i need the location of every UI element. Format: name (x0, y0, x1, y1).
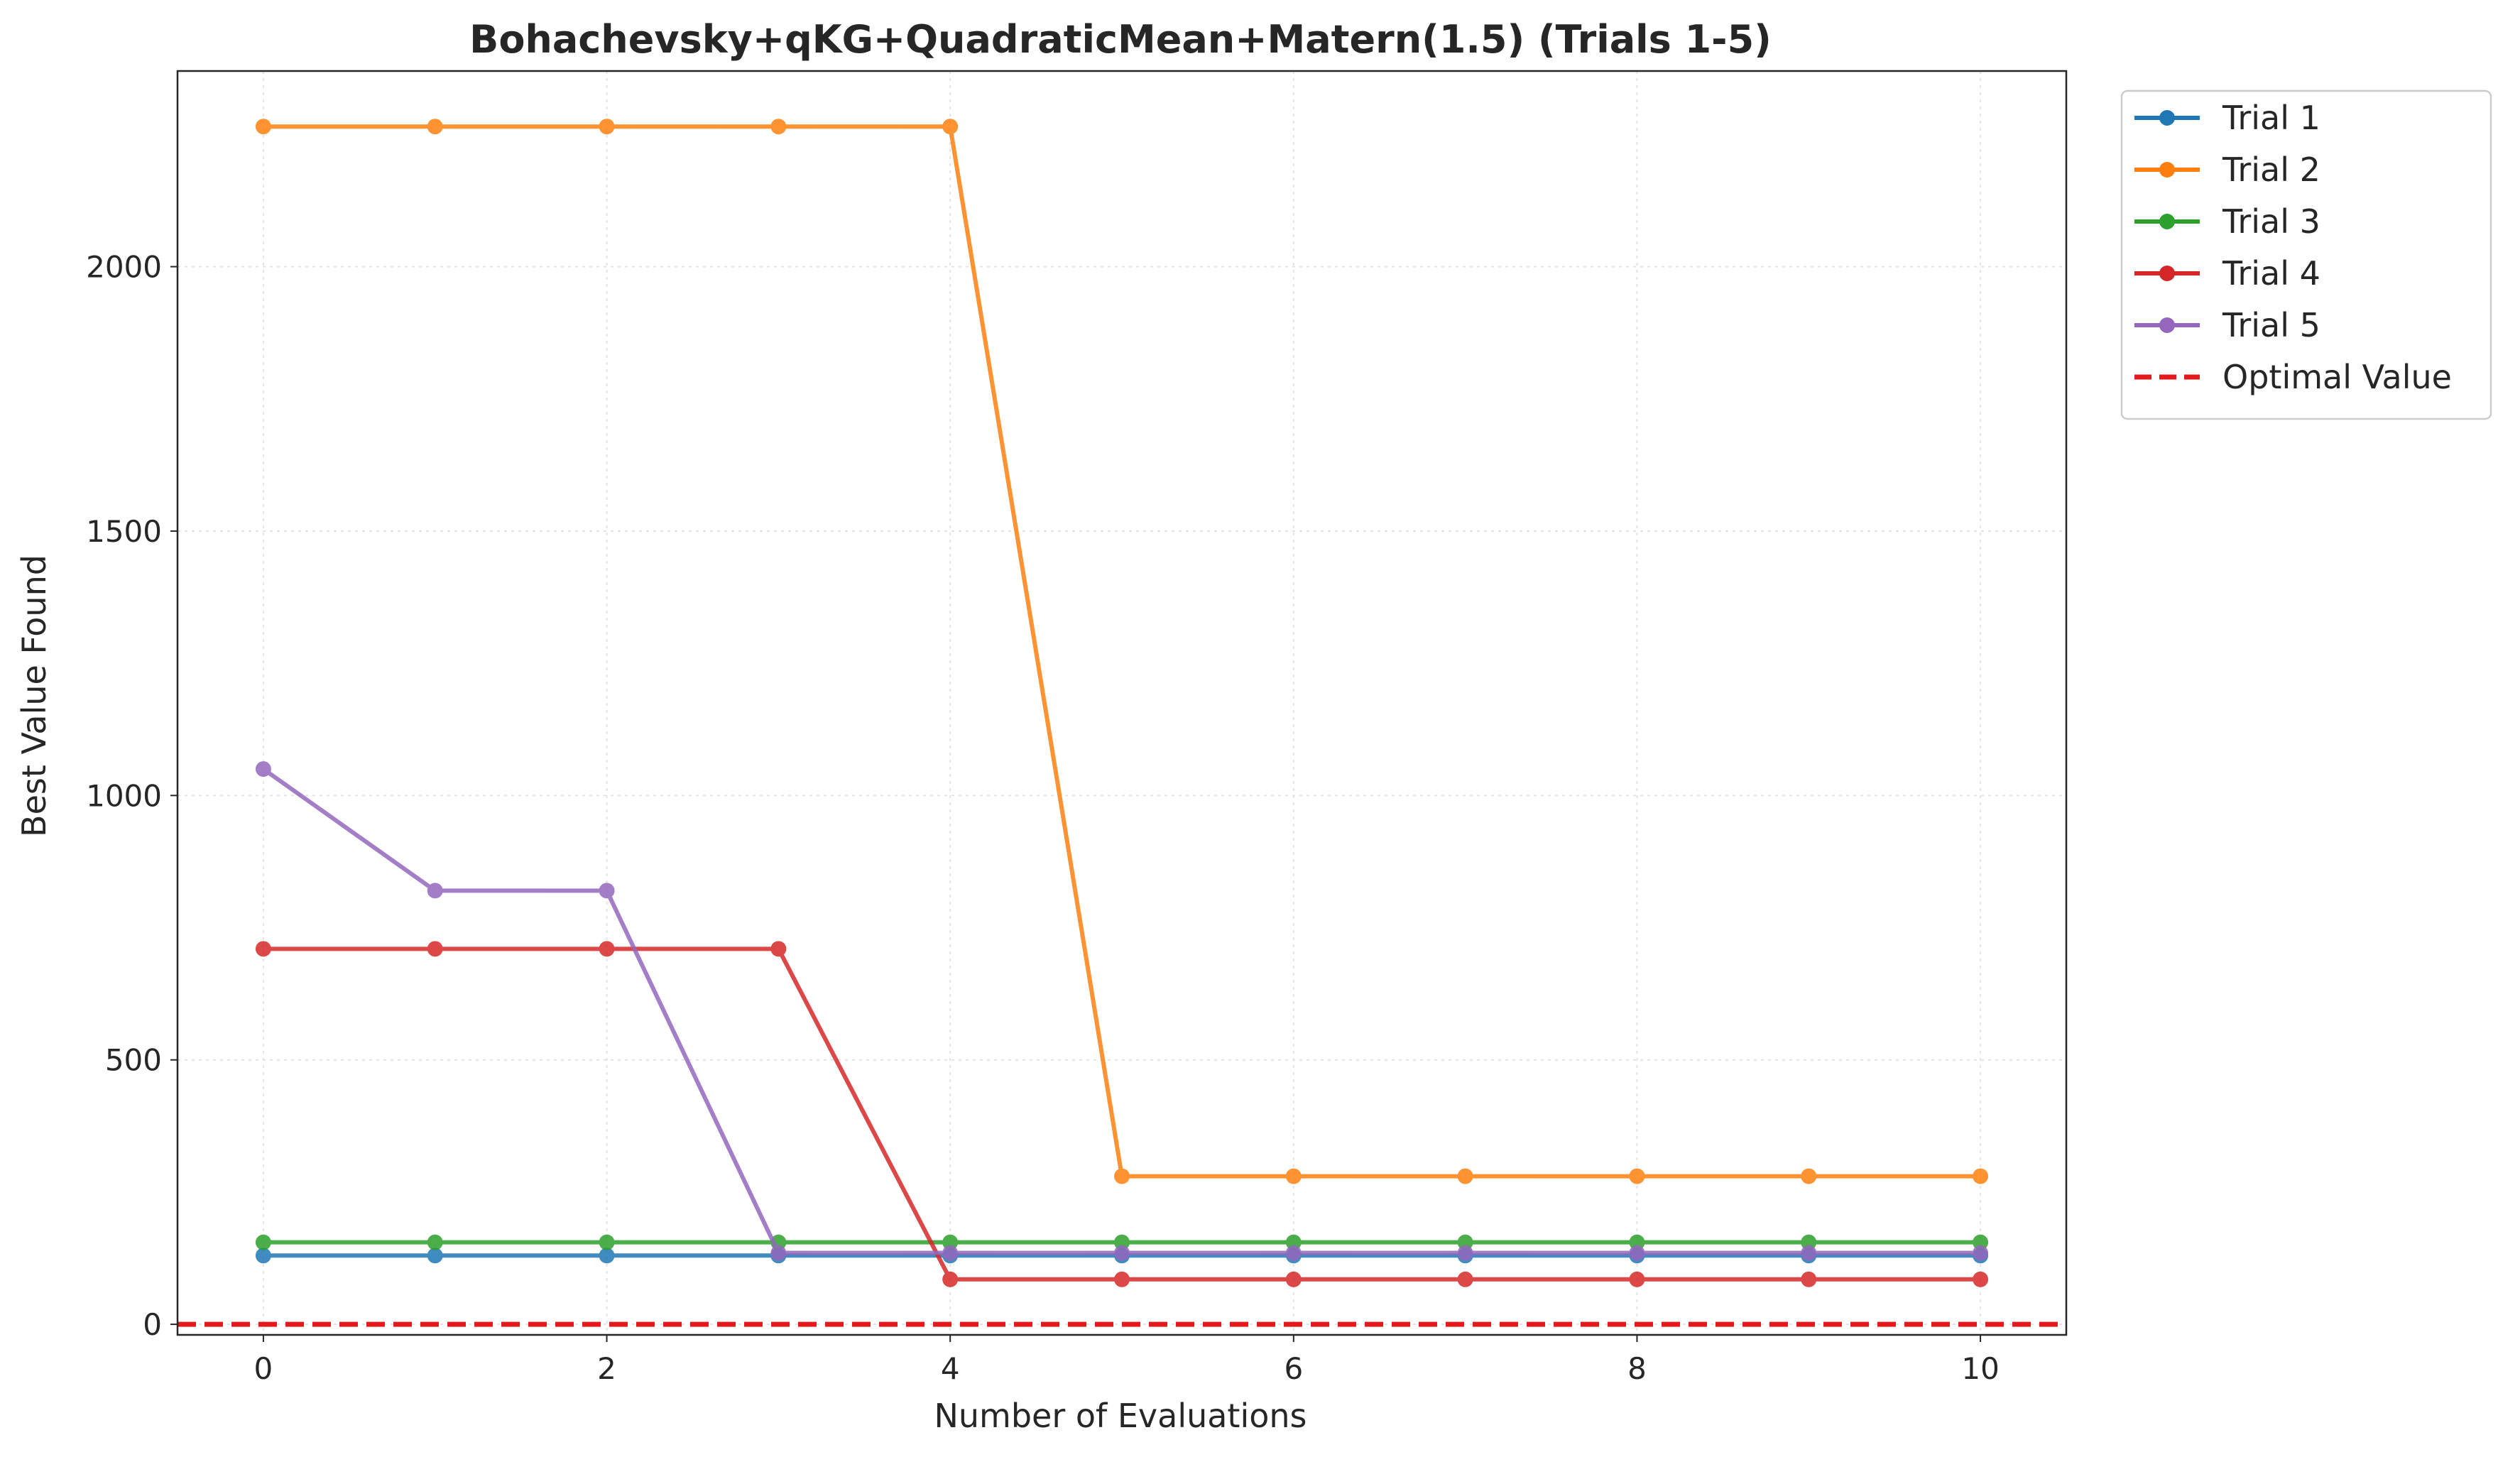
y-tick-label: 1000 (86, 778, 162, 813)
data-point (1629, 1271, 1645, 1287)
x-tick-label: 4 (941, 1351, 960, 1386)
data-point (255, 1248, 271, 1264)
data-point (599, 119, 615, 135)
data-point (942, 119, 959, 135)
data-point (427, 883, 443, 899)
plot-area-frame (176, 70, 2068, 1336)
data-point (255, 941, 271, 957)
data-point (599, 1248, 615, 1264)
legend-label: Optimal Value (2222, 358, 2452, 396)
x-tick-label: 8 (1627, 1351, 1647, 1386)
x-axis-label: Number of Evaluations (934, 1397, 1307, 1435)
x-tick-label: 6 (1284, 1351, 1303, 1386)
legend-frame (2120, 89, 2492, 420)
data-point (255, 761, 271, 777)
data-point (1285, 1245, 1302, 1261)
data-point (1285, 1271, 1302, 1287)
legend-swatch-marker (2159, 214, 2175, 229)
y-tick-label: 1500 (86, 514, 162, 549)
data-point (942, 1271, 959, 1287)
data-point (599, 1234, 615, 1250)
data-point (599, 941, 615, 957)
legend-swatch-marker (2159, 110, 2175, 126)
y-axis-label: Best Value Found (15, 555, 53, 837)
y-tick-label: 0 (143, 1307, 162, 1342)
legend-swatch-marker (2159, 162, 2175, 178)
data-point (1114, 1168, 1130, 1184)
data-point (770, 941, 787, 957)
data-point (427, 941, 443, 957)
legend-label: Trial 1 (2222, 99, 2320, 137)
data-point (770, 119, 787, 135)
y-axis-ticks: 0 500 1000 1500 2000 (86, 250, 178, 1342)
x-tick-label: 10 (1961, 1351, 1999, 1386)
legend-label: Trial 4 (2222, 254, 2320, 293)
data-point (1973, 1245, 1989, 1261)
legend-label: Trial 5 (2222, 306, 2320, 344)
data-point (599, 883, 615, 899)
data-point (255, 1234, 271, 1250)
data-point (1457, 1245, 1473, 1261)
legend-swatch-marker (2159, 266, 2175, 281)
data-point (1114, 1245, 1130, 1261)
data-point (1801, 1168, 1817, 1184)
data-point (1801, 1271, 1817, 1287)
data-point (1457, 1168, 1473, 1184)
data-point (1629, 1168, 1645, 1184)
data-point (1973, 1168, 1989, 1184)
y-tick-label: 2000 (86, 250, 162, 285)
data-point (770, 1245, 787, 1261)
legend-label: Trial 3 (2222, 202, 2320, 241)
data-point (255, 119, 271, 135)
data-point (1973, 1271, 1989, 1287)
series-4 (255, 941, 1989, 1287)
x-tick-label: 0 (254, 1351, 273, 1386)
legend: Trial 1 Trial 2 Trial 3 Trial 4 Trial 5 Optim… (2120, 89, 2492, 420)
x-tick-label: 2 (597, 1351, 616, 1386)
series-5 (255, 761, 1989, 1261)
grid (178, 71, 2066, 1335)
data-point (427, 119, 443, 135)
legend-swatch-marker (2159, 317, 2175, 333)
data-point (1285, 1168, 1302, 1184)
legend-label: Trial 2 (2222, 151, 2320, 189)
y-tick-label: 500 (105, 1043, 162, 1078)
series-2 (255, 119, 1989, 1184)
data-point (1801, 1245, 1817, 1261)
data-point (1114, 1271, 1130, 1287)
x-axis-ticks: 0 2 4 6 8 10 (254, 1335, 2000, 1386)
data-point (1629, 1245, 1645, 1261)
data-point (942, 1245, 959, 1261)
data-point (1457, 1271, 1473, 1287)
chart-title: Bohachevsky+qKG+QuadraticMean+Matern(1.5… (469, 17, 1772, 62)
series-layer (255, 119, 1989, 1287)
data-point (427, 1248, 443, 1264)
data-point (427, 1234, 443, 1250)
